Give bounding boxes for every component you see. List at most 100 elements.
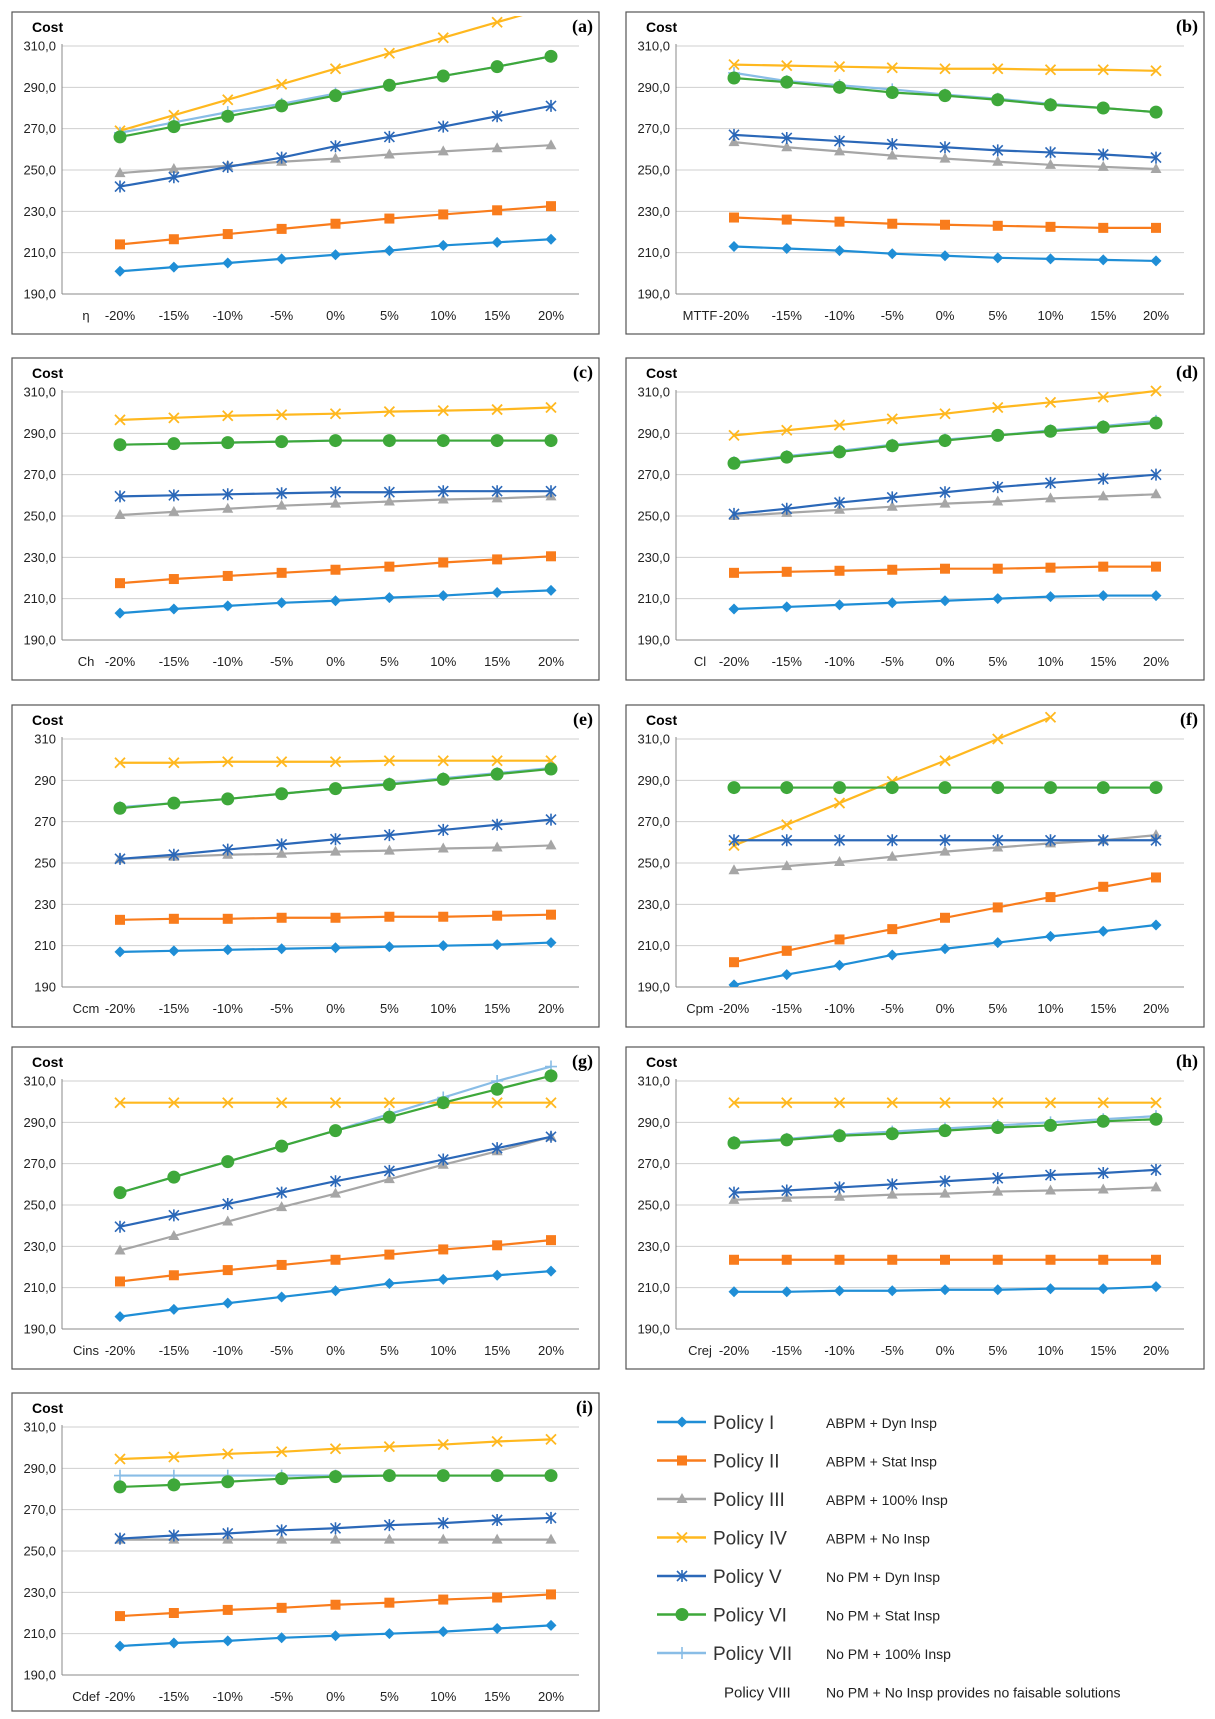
data-point-p2 [330, 218, 341, 229]
data-point-p5 [939, 486, 951, 499]
data-point-p2 [438, 911, 449, 922]
y-tick-label: 290,0 [23, 1115, 56, 1130]
x-tick-label: -5% [881, 1343, 905, 1358]
data-point-p6 [167, 1170, 181, 1184]
data-point-p2 [546, 551, 556, 562]
data-point-p1 [330, 1285, 341, 1297]
data-point-p2 [834, 565, 845, 576]
data-point-p2 [438, 1244, 449, 1255]
y-tick-label: 310,0 [637, 39, 670, 54]
data-point-p5 [833, 496, 846, 509]
data-point-p6 [727, 71, 741, 85]
y-tick-label: 290 [34, 773, 56, 788]
data-point-p6 [727, 781, 741, 795]
data-point-p1 [276, 1632, 288, 1644]
data-point-p4 [1097, 391, 1109, 403]
data-point-p6 [167, 1478, 181, 1492]
data-point-p6 [1044, 1118, 1057, 1132]
data-point-p4 [222, 94, 234, 106]
data-point-p5 [222, 1527, 234, 1540]
data-point-p2 [940, 912, 950, 923]
data-point-p3 [992, 841, 1004, 852]
data-point-p2 [1045, 1254, 1056, 1265]
data-point-p5 [992, 834, 1004, 847]
data-point-p4 [781, 424, 793, 436]
x-tick-label: 15% [484, 1001, 510, 1016]
data-point-p2 [492, 205, 503, 216]
data-point-p1 [383, 245, 395, 257]
data-point-p1 [1045, 1283, 1056, 1295]
data-point-p2 [781, 945, 792, 956]
data-point-p5 [168, 1209, 180, 1222]
data-point-p5 [329, 486, 342, 499]
x-tick-label: -20% [719, 654, 750, 669]
x-tick-label: 15% [484, 308, 510, 323]
y-tick-label: 310,0 [637, 385, 670, 400]
data-point-p5 [1044, 476, 1057, 489]
data-point-p6 [436, 1096, 450, 1110]
data-point-p6 [329, 1470, 342, 1484]
data-point-p4 [168, 757, 180, 769]
data-point-p2 [330, 564, 341, 575]
data-point-p1 [276, 943, 288, 955]
panel-border [11, 1046, 600, 1370]
data-point-p5 [168, 171, 180, 184]
data-point-p1 [886, 597, 898, 609]
data-point-p6 [436, 772, 450, 786]
data-point-p5 [222, 488, 234, 501]
x-tick-label: -20% [105, 1001, 136, 1016]
data-point-p1 [1150, 590, 1162, 602]
y-axis-title: Cost [32, 19, 63, 35]
x-tick-label: 0% [326, 1689, 345, 1704]
data-point-p2 [1045, 562, 1056, 573]
data-point-p4 [545, 1097, 557, 1109]
data-point-p1 [437, 1626, 449, 1638]
y-tick-label: 210,0 [23, 1626, 56, 1641]
data-point-p5 [1044, 146, 1057, 159]
data-point-p6 [833, 445, 846, 459]
data-point-p5 [491, 485, 503, 498]
data-point-p1 [781, 1286, 793, 1298]
data-point-p3 [383, 1173, 395, 1184]
series-group [727, 58, 1163, 267]
data-point-p1 [491, 586, 503, 598]
x-tick-label: -10% [213, 308, 244, 323]
data-point-p2 [438, 1594, 449, 1605]
data-point-p2 [384, 911, 395, 922]
x-tick-label: 0% [936, 654, 955, 669]
data-point-p3 [1150, 1181, 1162, 1192]
data-point-p1 [437, 239, 449, 251]
data-point-p1 [1150, 1281, 1162, 1293]
y-axis-title: Cost [32, 712, 63, 728]
data-point-p1 [834, 599, 845, 611]
series-group [113, 1433, 558, 1652]
data-point-p6 [221, 1475, 235, 1489]
data-point-p5 [545, 485, 557, 498]
data-point-p2 [276, 223, 287, 234]
y-tick-label: 230,0 [637, 550, 670, 565]
data-point-p6 [490, 434, 504, 448]
data-point-p6 [490, 1469, 504, 1483]
y-tick-label: 190,0 [637, 287, 670, 302]
data-point-p3 [834, 145, 845, 156]
data-point-p1 [545, 1265, 557, 1277]
data-point-p5 [728, 507, 740, 520]
data-point-p1 [437, 1273, 449, 1285]
legend-swatch-marker [676, 1493, 688, 1503]
legend-series-name: Policy IV [713, 1529, 787, 1550]
data-point-p4 [886, 62, 898, 74]
data-point-p4 [329, 63, 342, 75]
data-point-p4 [1044, 711, 1057, 723]
data-point-p6 [329, 782, 342, 796]
data-point-p3 [383, 495, 395, 506]
x-tick-label: -10% [824, 1343, 855, 1358]
y-tick-label: 230,0 [23, 1585, 56, 1600]
data-point-p5 [222, 1197, 234, 1210]
x-tick-label: -20% [719, 1343, 750, 1358]
data-point-p3 [886, 850, 898, 861]
chart-panel-g: 310,0 290,0 270,0 250,0 230,0 210,0 190,0 Cost (… [11, 1046, 600, 1370]
data-point-p1 [168, 1637, 180, 1649]
data-point-p6 [329, 1124, 342, 1138]
